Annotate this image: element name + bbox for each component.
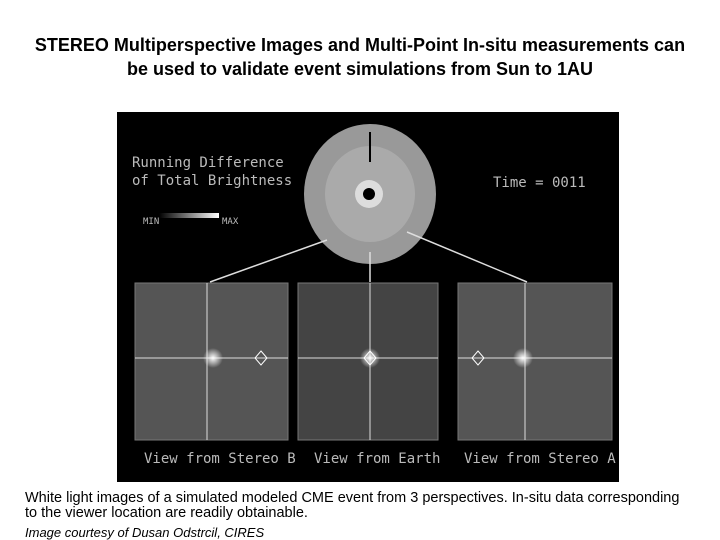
slide-title: STEREO Multiperspective Images and Multi… bbox=[34, 35, 686, 79]
heading-line: Running Difference bbox=[132, 155, 284, 171]
view-label: View from Earth bbox=[314, 451, 440, 467]
view-label: View from Stereo B bbox=[144, 451, 296, 467]
credit: Image courtesy of Dusan Odstrcil, CIRES bbox=[25, 525, 265, 540]
scale-max: MAX bbox=[222, 217, 239, 227]
caption: White light images of a simulated modele… bbox=[25, 490, 680, 521]
scale-min: MIN bbox=[143, 217, 159, 227]
time-label: Time = 0011 bbox=[493, 175, 586, 191]
view-label: View from Stereo A bbox=[464, 451, 616, 467]
simulation-image: Running Difference of Total Brightness T… bbox=[117, 112, 619, 482]
heading-line: of Total Brightness bbox=[132, 173, 292, 189]
